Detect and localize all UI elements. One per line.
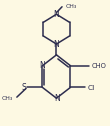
Text: CHO: CHO	[92, 63, 107, 69]
Text: N: N	[39, 61, 45, 70]
Text: N: N	[54, 40, 59, 49]
Text: CH₃: CH₃	[2, 96, 13, 101]
Text: N: N	[54, 10, 59, 19]
Text: Cl: Cl	[88, 85, 95, 91]
Text: S: S	[21, 83, 26, 92]
Text: N: N	[54, 94, 60, 103]
Text: CH₃: CH₃	[66, 4, 77, 9]
